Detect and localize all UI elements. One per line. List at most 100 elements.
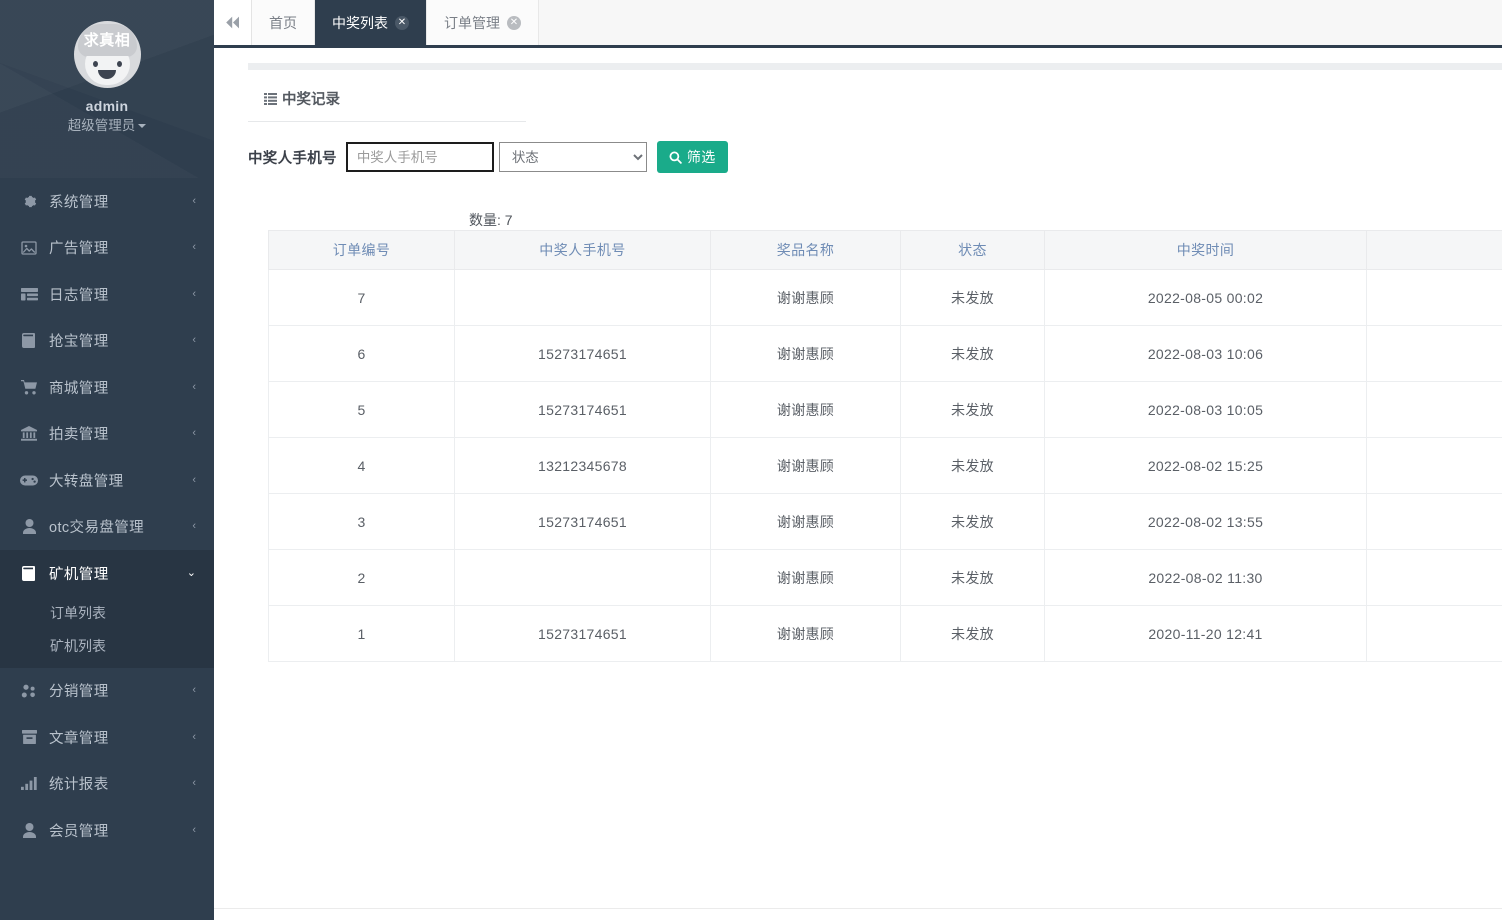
table-row[interactable]: 7 谢谢惠顾 未发放 2022-08-05 00:02 <box>268 269 1502 326</box>
avatar[interactable]: 求真相 <box>73 21 141 88</box>
cell-status: 未发放 <box>900 437 1045 494</box>
filter-label: 中奖人手机号 <box>248 150 337 167</box>
cell-phone: 15273174651 <box>454 605 711 662</box>
archive-icon <box>18 729 40 745</box>
cell-prize-name: 谢谢惠顾 <box>710 549 901 606</box>
cell-extra-1 <box>1366 269 1502 326</box>
sidebar-group-miner: 矿机管理 ⌄ 订单列表 矿机列表 <box>0 550 214 668</box>
tab-bar: 首页 中奖列表 ✕ 订单管理 ✕ <box>214 0 1502 48</box>
user-panel: 求真相 admin 超级管理员 <box>0 0 214 178</box>
cell-status: 未发放 <box>900 493 1045 550</box>
tab-prize-list[interactable]: 中奖列表 ✕ <box>315 0 427 45</box>
tab-label: 订单管理 <box>444 14 500 31</box>
chevron-left-icon: ‹ <box>192 427 196 440</box>
column-header-order-id[interactable]: 订单编号 <box>268 230 455 270</box>
cell-prize-name: 谢谢惠顾 <box>710 437 901 494</box>
cell-status: 未发放 <box>900 605 1045 662</box>
sidebar-menu: 系统管理 ‹ 广告管理 ‹ 日志管理 ‹ 抢宝管理 ‹ <box>0 178 214 854</box>
cell-order-id: 1 <box>268 605 455 662</box>
sidebar-item-auction[interactable]: 拍卖管理 ‹ <box>0 411 214 458</box>
double-chevron-left-icon <box>225 16 239 29</box>
sidebar-item-label: 商城管理 <box>49 380 109 397</box>
sidebar-item-system[interactable]: 系统管理 ‹ <box>0 178 214 225</box>
table-header-row: 订单编号 中奖人手机号 奖品名称 状态 中奖时间 <box>268 230 1502 270</box>
cell-extra-1 <box>1366 605 1502 662</box>
column-header-phone[interactable]: 中奖人手机号 <box>454 230 711 270</box>
record-count: 数量: 7 <box>469 212 513 228</box>
sidebar-item-statistics[interactable]: 统计报表 ‹ <box>0 761 214 808</box>
avatar-nickname: 求真相 <box>83 32 131 49</box>
filter-button[interactable]: 筛选 <box>656 141 728 173</box>
cell-order-id: 5 <box>268 381 455 438</box>
chevron-down-icon <box>138 124 147 128</box>
cell-win-time: 2022-08-02 13:55 <box>1044 493 1367 550</box>
cell-win-time: 2022-08-02 15:25 <box>1044 437 1367 494</box>
sidebar-item-otc[interactable]: otc交易盘管理 ‹ <box>0 504 214 551</box>
image-icon <box>18 240 40 256</box>
sidebar-item-logs[interactable]: 日志管理 ‹ <box>0 271 214 318</box>
cell-extra-1 <box>1366 381 1502 438</box>
page-title: 中奖记录 <box>264 88 340 109</box>
cell-win-time: 2022-08-02 11:30 <box>1044 549 1367 606</box>
table-row[interactable]: 5 15273174651 谢谢惠顾 未发放 2022-08-03 10:05 <box>268 381 1502 438</box>
sidebar-item-members[interactable]: 会员管理 ‹ <box>0 807 214 854</box>
cell-win-time: 2020-11-20 12:41 <box>1044 605 1367 662</box>
filter-bar: 中奖人手机号 状态 筛选 <box>248 141 728 173</box>
panel-top-strip <box>248 63 1502 70</box>
table-row[interactable]: 2 谢谢惠顾 未发放 2022-08-02 11:30 <box>268 549 1502 606</box>
status-select[interactable]: 状态 <box>498 142 647 172</box>
cell-extra-1 <box>1366 493 1502 550</box>
chevron-left-icon: ‹ <box>192 334 196 347</box>
table-row[interactable]: 4 13212345678 谢谢惠顾 未发放 2022-08-02 15:25 <box>268 437 1502 494</box>
sidebar-item-label: 会员管理 <box>49 823 109 840</box>
sidebar-item-mall[interactable]: 商城管理 ‹ <box>0 364 214 411</box>
sidebar-item-miner[interactable]: 矿机管理 ⌄ <box>0 550 214 597</box>
sidebar-item-label: 统计报表 <box>49 777 109 794</box>
sidebar-item-label: 矿机管理 <box>49 566 109 583</box>
footer-divider <box>214 908 1502 909</box>
table-row[interactable]: 6 15273174651 谢谢惠顾 未发放 2022-08-03 10:06 <box>268 325 1502 382</box>
sidebar-item-label: 文章管理 <box>49 730 109 747</box>
user-role-dropdown[interactable]: 超级管理员 <box>0 114 214 135</box>
column-header-extra-1[interactable] <box>1366 230 1502 270</box>
filter-button-label: 筛选 <box>686 149 716 165</box>
column-header-prize-name[interactable]: 奖品名称 <box>710 230 901 270</box>
search-input-phone[interactable] <box>345 142 494 172</box>
cell-extra-1 <box>1366 325 1502 382</box>
page-title-text: 中奖记录 <box>282 92 340 108</box>
cell-phone: 13212345678 <box>454 437 711 494</box>
close-icon[interactable]: ✕ <box>507 15 521 30</box>
sidebar-subitem-order-list[interactable]: 订单列表 <box>50 605 106 621</box>
cell-win-time: 2022-08-05 00:02 <box>1044 269 1367 326</box>
cell-order-id: 6 <box>268 325 455 382</box>
cell-prize-name: 谢谢惠顾 <box>710 493 901 550</box>
column-header-status[interactable]: 状态 <box>900 230 1045 270</box>
sidebar-item-article[interactable]: 文章管理 ‹ <box>0 714 214 761</box>
table-row[interactable]: 3 15273174651 谢谢惠顾 未发放 2022-08-02 13:55 <box>268 493 1502 550</box>
cell-order-id: 4 <box>268 437 455 494</box>
sidebar-collapse-button[interactable] <box>214 0 252 45</box>
sidebar-subitem-miner-list[interactable]: 矿机列表 <box>50 638 106 654</box>
sidebar-item-label: 抢宝管理 <box>49 334 109 351</box>
sidebar-item-distribution[interactable]: 分销管理 ‹ <box>0 668 214 715</box>
cell-phone <box>454 269 711 326</box>
cell-order-id: 7 <box>268 269 455 326</box>
tab-order-management[interactable]: 订单管理 ✕ <box>427 0 539 45</box>
sidebar-item-grab[interactable]: 抢宝管理 ‹ <box>0 318 214 365</box>
book-icon <box>18 333 40 349</box>
cell-status: 未发放 <box>900 325 1045 382</box>
tab-home[interactable]: 首页 <box>252 0 315 45</box>
cell-order-id: 3 <box>268 493 455 550</box>
user-icon <box>18 519 40 535</box>
avatar-mouth <box>97 70 116 79</box>
close-icon[interactable]: ✕ <box>395 15 409 30</box>
sidebar-item-label: 日志管理 <box>49 287 109 304</box>
sidebar: 求真相 admin 超级管理员 系统管理 ‹ 广告管理 ‹ <box>0 0 214 920</box>
sidebar-item-ads[interactable]: 广告管理 ‹ <box>0 225 214 272</box>
cell-prize-name: 谢谢惠顾 <box>710 381 901 438</box>
cell-status: 未发放 <box>900 549 1045 606</box>
column-header-win-time[interactable]: 中奖时间 <box>1044 230 1367 270</box>
sidebar-item-wheel[interactable]: 大转盘管理 ‹ <box>0 457 214 504</box>
table-row[interactable]: 1 15273174651 谢谢惠顾 未发放 2020-11-20 12:41 <box>268 605 1502 662</box>
sidebar-item-label: 拍卖管理 <box>49 427 109 444</box>
